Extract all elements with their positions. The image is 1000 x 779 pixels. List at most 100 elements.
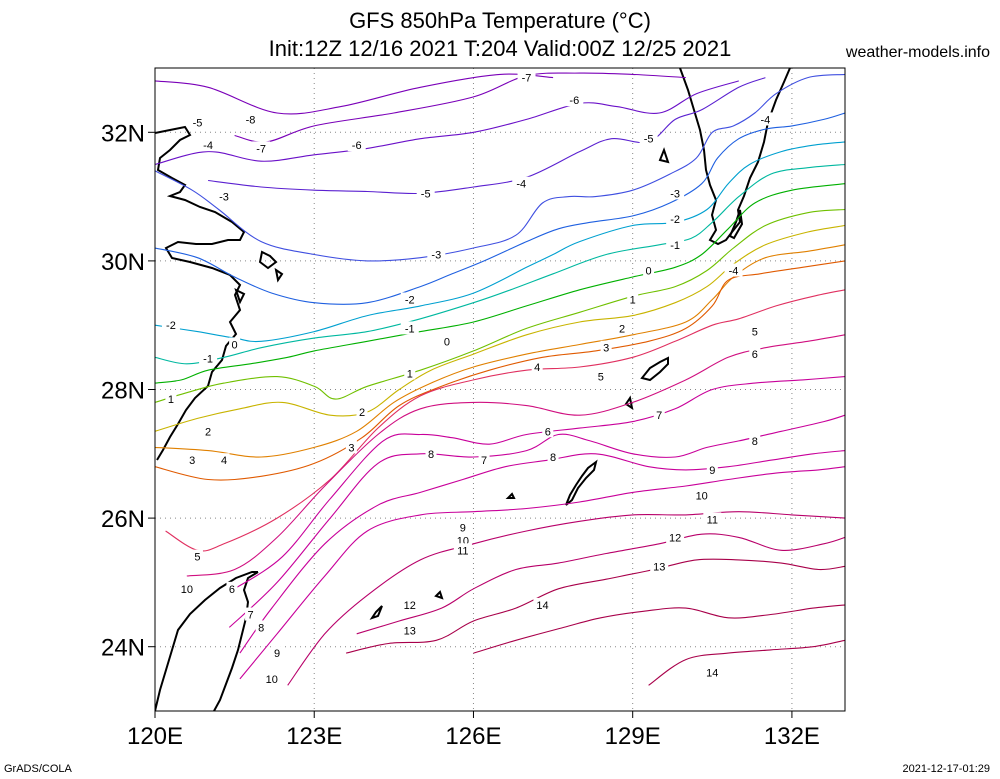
- contour-label: -6: [352, 140, 362, 152]
- contour-label: 11: [457, 545, 468, 557]
- contour-label: 0: [444, 336, 450, 348]
- contour-label-bg: [542, 424, 554, 438]
- contour-label-bg: [400, 321, 419, 335]
- contour-label: -7: [522, 73, 532, 85]
- contour-label-bg: [666, 237, 685, 251]
- contour-label: 1: [168, 394, 174, 406]
- goto-islands: [658, 147, 670, 164]
- contour-label: 4: [221, 455, 227, 467]
- contour-label: -4: [729, 266, 739, 278]
- isotherm--8: [155, 73, 554, 115]
- contour-label: 2: [205, 426, 211, 438]
- contour-label-bg: [165, 392, 177, 406]
- contour-label-bg: [703, 665, 722, 679]
- contour-label: -7: [256, 143, 266, 155]
- x-tick-label: 129E: [605, 723, 661, 750]
- contour-label: 1: [407, 368, 413, 380]
- isotherm-5: [165, 289, 845, 552]
- contour-label-bg: [666, 186, 685, 200]
- contour-label-bg: [457, 520, 469, 534]
- isotherm-0: [155, 183, 845, 384]
- contour-label-bg: [400, 597, 419, 611]
- render-timestamp: 2021-12-17-01:29: [902, 763, 990, 775]
- contour-label: 13: [404, 626, 416, 638]
- isotherm-1: [155, 208, 845, 403]
- contour-label-bg: [191, 549, 203, 563]
- contour-label: 6: [545, 426, 551, 438]
- chart-subtitle: Init:12Z 12/16 2021 T:204 Valid:00Z 12/2…: [268, 36, 732, 61]
- contour-label-bg: [252, 141, 271, 155]
- contour-label: 14: [536, 600, 548, 612]
- contour-label-bg: [186, 453, 198, 467]
- contour-label-bg: [199, 138, 218, 152]
- chart-title: GFS 850hPa Temperature (°C): [349, 8, 651, 33]
- contour-label: 2: [619, 323, 625, 335]
- contour-label-bg: [749, 347, 761, 361]
- contour-label-bg: [595, 369, 607, 383]
- x-tick-label: 132E: [764, 723, 820, 750]
- contour-label: 9: [274, 648, 280, 660]
- contour-label: -2: [405, 294, 415, 306]
- contour-label: -4: [203, 140, 213, 152]
- contour-label: 8: [258, 622, 264, 634]
- contour-label: 14: [706, 667, 718, 679]
- contour-label: 8: [428, 449, 434, 461]
- y-tick-label: 28N: [101, 378, 145, 405]
- contour-label: -5: [421, 188, 431, 200]
- contour-label-bg: [517, 70, 536, 84]
- contour-label-bg: [400, 623, 419, 637]
- gridlines: [154, 68, 845, 711]
- x-tick-label: 120E: [127, 723, 183, 750]
- contour-label-bg: [643, 263, 655, 277]
- contour-label: 8: [752, 436, 758, 448]
- contour-label-bg: [666, 530, 685, 544]
- contour-label: -1: [405, 323, 415, 335]
- contour-label-bg: [703, 512, 722, 526]
- isotherm--7: [234, 72, 686, 143]
- axis-ticks: 120E 123E 126E 129E 132E 24N 26N 28N 30N 32N: [101, 120, 820, 750]
- contour-label: -2: [670, 214, 680, 226]
- isotherm--2: [155, 141, 845, 343]
- contour-label-bg: [400, 292, 419, 306]
- contour-label-bg: [271, 646, 283, 660]
- contour-label-bg: [749, 433, 761, 447]
- contour-label-bg: [218, 453, 230, 467]
- contour-label-bg: [427, 247, 446, 261]
- contour-label-bg: [531, 359, 543, 373]
- contour-label-bg: [215, 189, 233, 203]
- contour-label: -3: [219, 192, 229, 204]
- contour-label: 9: [460, 523, 466, 535]
- y-tick-label: 24N: [101, 635, 145, 662]
- okinawa-island: [565, 459, 598, 506]
- contour-label: 7: [481, 455, 487, 467]
- contour-label: 10: [696, 491, 708, 503]
- contour-label-bg: [229, 337, 241, 351]
- isotherm-14: [473, 604, 845, 654]
- contour-label: 9: [709, 465, 715, 477]
- islet-2: [505, 492, 516, 499]
- contour-label-bg: [724, 263, 743, 277]
- isotherm--3: [155, 112, 845, 305]
- contour-label-bg: [512, 176, 531, 190]
- isotherm-14: [648, 639, 845, 686]
- contour-label: -2: [166, 320, 176, 332]
- contour-label: 3: [603, 343, 609, 355]
- contour-label-bg: [627, 292, 639, 306]
- contour-label-bg: [653, 408, 665, 422]
- y-tick-label: 30N: [101, 249, 145, 276]
- contour-label-bg: [226, 581, 238, 595]
- contour-label-bg: [161, 318, 180, 332]
- contour-label-bg: [345, 440, 357, 454]
- contour-label-bg: [262, 671, 281, 685]
- isotherm--4: [155, 73, 845, 262]
- isotherm-9: [239, 450, 845, 654]
- isotherm-11: [287, 511, 845, 686]
- china-coastline: [155, 125, 246, 461]
- contour-label: 6: [229, 584, 235, 596]
- contour-label: -1: [670, 240, 680, 252]
- contour-label-bg: [453, 543, 472, 557]
- contour-label-bg: [639, 131, 658, 145]
- contour-label-bg: [347, 138, 366, 152]
- zhoushan-islands: [234, 250, 284, 305]
